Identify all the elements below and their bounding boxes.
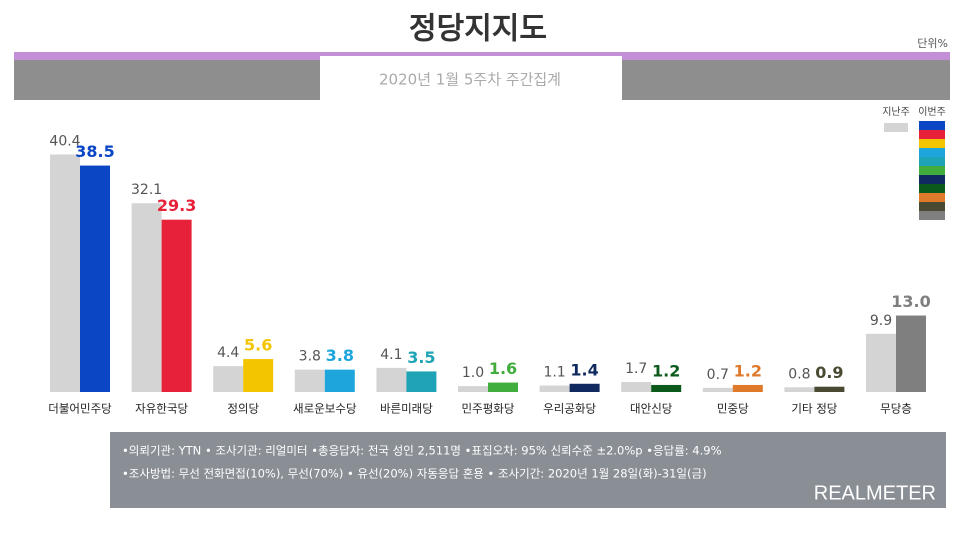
data-label: 0.7 [707, 367, 729, 383]
unit-label: 단위% [917, 37, 948, 50]
data-label: 29.3 [157, 196, 196, 215]
bar [569, 383, 600, 392]
bar [376, 367, 407, 392]
bar [50, 154, 80, 392]
data-label: 0.8 [788, 366, 810, 382]
bar [732, 384, 763, 392]
legend-swatch [919, 166, 945, 175]
x-tick-label: 기타 정당 [791, 402, 837, 416]
bar [896, 315, 926, 392]
data-label: 40.4 [49, 133, 80, 149]
data-label: 1.0 [462, 365, 484, 381]
data-label: 1.1 [543, 365, 565, 381]
legend-swatch [919, 139, 945, 148]
data-label: 3.8 [326, 346, 354, 365]
legend-label: 이번주 [918, 106, 946, 118]
bar [651, 384, 682, 392]
data-label: 13.0 [891, 292, 930, 311]
logo: REALMETER [814, 482, 936, 504]
subtitle-box [320, 56, 622, 102]
bar [324, 369, 355, 392]
legend-swatch [919, 193, 945, 202]
data-label: 5.6 [244, 336, 272, 355]
bar [161, 219, 192, 392]
bar [539, 385, 570, 392]
x-tick-label: 새로운보수당 [293, 402, 357, 416]
bar [243, 359, 274, 392]
legend-swatch [919, 121, 945, 130]
x-tick-label: 민중당 [717, 402, 749, 416]
legend-swatch [884, 123, 908, 132]
data-label: 0.9 [815, 363, 843, 382]
bar [866, 333, 896, 392]
legend-swatch [919, 175, 945, 184]
legend-swatch [919, 211, 945, 220]
bar [814, 386, 845, 392]
bar [294, 369, 325, 392]
footnote: •조사방법: 무선 전화면접(10%), 무선(70%) • 유선(20%) 자… [122, 467, 707, 481]
data-label: 1.6 [489, 359, 517, 378]
legend-swatch [919, 184, 945, 193]
legend-swatch [919, 202, 945, 211]
data-label: 1.2 [652, 361, 680, 380]
chart-subtitle: 2020년 1월 5주차 주간집계 [379, 71, 561, 89]
legend-label: 지난주 [882, 106, 910, 118]
data-label: 3.5 [407, 348, 435, 367]
bar [621, 382, 652, 392]
data-label: 4.4 [217, 345, 239, 361]
footnote: •의뢰기관: YTN • 조사기관: 리얼미터 •총응답자: 전국 성인 2,5… [122, 444, 722, 458]
x-tick-label: 무당층 [880, 402, 912, 416]
data-label: 32.1 [131, 182, 162, 198]
data-label: 1.4 [570, 360, 598, 379]
x-tick-label: 바른미래당 [380, 402, 433, 416]
x-tick-label: 정의당 [227, 402, 259, 416]
x-tick-label: 우리공화당 [543, 402, 596, 416]
data-label: 3.8 [299, 349, 321, 365]
footnote-box [110, 432, 946, 508]
data-label: 4.1 [380, 347, 402, 363]
x-tick-label: 대안신당 [630, 402, 673, 416]
chart-title: 정당지지도 [409, 12, 547, 47]
x-tick-label: 더불어민주당 [48, 402, 112, 416]
data-label: 38.5 [75, 142, 114, 161]
data-label: 1.2 [734, 361, 762, 380]
bar [406, 371, 437, 392]
bar [458, 386, 488, 392]
legend-swatch [919, 157, 945, 166]
bar [488, 382, 518, 392]
legend-swatch [919, 148, 945, 157]
bar [131, 203, 162, 392]
bar [702, 387, 733, 392]
data-label: 1.7 [625, 361, 647, 377]
x-tick-label: 자유한국당 [135, 402, 188, 416]
legend-swatch [919, 130, 945, 139]
bar [213, 366, 244, 392]
bar [784, 387, 815, 392]
data-label: 9.9 [870, 313, 892, 329]
bar [80, 165, 110, 392]
x-tick-label: 민주평화당 [462, 402, 515, 416]
